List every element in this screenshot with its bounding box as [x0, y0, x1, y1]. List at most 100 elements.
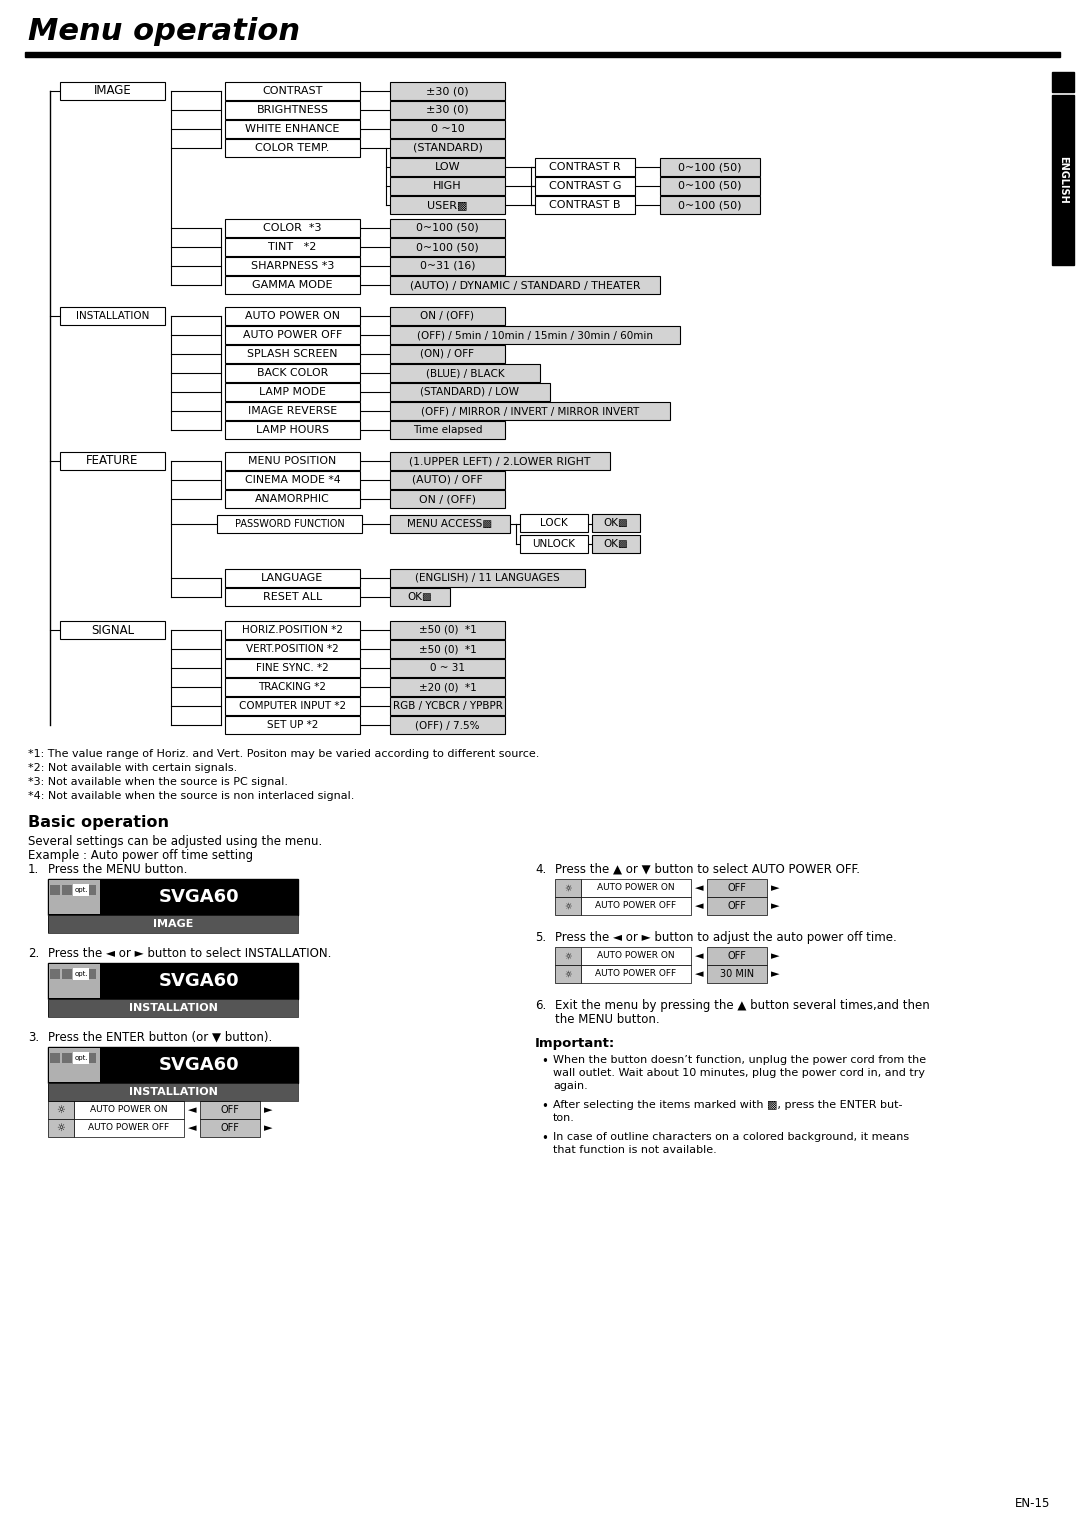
Text: •: • — [541, 1054, 548, 1068]
Text: ☼: ☼ — [564, 883, 571, 892]
Text: ton.: ton. — [553, 1112, 575, 1123]
Bar — [225, 678, 360, 695]
Text: (STANDARD): (STANDARD) — [413, 144, 483, 153]
Text: opt.: opt. — [75, 1054, 87, 1060]
Text: *4: Not available when the source is non interlaced signal.: *4: Not available when the source is non… — [28, 792, 354, 801]
Text: 0~100 (50): 0~100 (50) — [416, 223, 478, 232]
Text: TRACKING *2: TRACKING *2 — [258, 681, 326, 692]
Text: LAMP MODE: LAMP MODE — [259, 387, 326, 397]
Text: SVGA60: SVGA60 — [159, 972, 240, 990]
Text: 6.: 6. — [535, 999, 546, 1012]
Text: CONTRAST B: CONTRAST B — [550, 200, 621, 209]
Bar — [555, 879, 581, 897]
Text: ON / (OFF): ON / (OFF) — [420, 312, 474, 321]
Bar — [660, 177, 760, 196]
Bar — [225, 121, 360, 138]
Bar — [75, 885, 84, 895]
Bar — [555, 966, 581, 983]
Bar — [592, 513, 640, 532]
Text: ◄: ◄ — [694, 950, 703, 961]
Bar — [225, 620, 360, 639]
Text: 0~31 (16): 0~31 (16) — [420, 261, 475, 270]
Bar — [390, 697, 505, 715]
Bar — [225, 277, 360, 293]
Bar — [555, 947, 581, 966]
Bar — [390, 588, 450, 607]
Bar — [225, 422, 360, 439]
Bar — [48, 963, 298, 999]
Bar — [60, 452, 165, 471]
Bar — [519, 535, 588, 553]
Bar — [62, 969, 72, 979]
Text: OFF: OFF — [728, 883, 746, 892]
Text: SHARPNESS *3: SHARPNESS *3 — [251, 261, 334, 270]
Bar — [75, 1053, 84, 1063]
Text: GAMMA MODE: GAMMA MODE — [253, 280, 333, 290]
Bar — [390, 325, 680, 344]
Text: Menu operation: Menu operation — [28, 17, 300, 46]
Bar — [73, 1051, 89, 1063]
Text: AUTO POWER ON: AUTO POWER ON — [597, 883, 675, 892]
Text: TINT   *2: TINT *2 — [268, 241, 316, 252]
Text: Press the ▲ or ▼ button to select AUTO POWER OFF.: Press the ▲ or ▼ button to select AUTO P… — [555, 863, 860, 876]
Text: *3: Not available when the source is PC signal.: *3: Not available when the source is PC … — [28, 778, 288, 787]
Bar — [49, 1048, 100, 1082]
Text: ANAMORPHIC: ANAMORPHIC — [255, 494, 329, 504]
Bar — [390, 196, 505, 214]
Bar — [200, 1118, 260, 1137]
Bar — [535, 157, 635, 176]
Text: Exit the menu by pressing the ▲ button several times,and then: Exit the menu by pressing the ▲ button s… — [555, 999, 930, 1012]
Bar — [390, 157, 505, 176]
Bar — [225, 364, 360, 382]
Text: CONTRAST G: CONTRAST G — [549, 180, 621, 191]
Bar — [390, 490, 505, 507]
Text: (AUTO) / DYNAMIC / STANDARD / THEATER: (AUTO) / DYNAMIC / STANDARD / THEATER — [409, 280, 640, 290]
Text: PASSWORD FUNCTION: PASSWORD FUNCTION — [234, 520, 345, 529]
Text: ±50 (0)  *1: ±50 (0) *1 — [419, 643, 476, 654]
Bar — [660, 196, 760, 214]
Bar — [225, 697, 360, 715]
Bar — [555, 897, 581, 915]
Bar — [390, 83, 505, 99]
Text: ☼: ☼ — [56, 1123, 66, 1132]
Bar — [62, 1053, 72, 1063]
Bar — [592, 535, 640, 553]
Text: (OFF) / 5min / 10min / 15min / 30min / 60min: (OFF) / 5min / 10min / 15min / 30min / 6… — [417, 330, 653, 341]
Bar — [390, 364, 540, 382]
Bar — [390, 422, 505, 439]
Text: Press the ◄ or ► button to select INSTALLATION.: Press the ◄ or ► button to select INSTAL… — [48, 947, 332, 960]
Text: ☼: ☼ — [564, 952, 571, 961]
Bar — [390, 121, 505, 138]
Text: Press the MENU button.: Press the MENU button. — [48, 863, 187, 876]
Bar — [581, 897, 691, 915]
Bar — [225, 717, 360, 733]
Text: Several settings can be adjusted using the menu.: Several settings can be adjusted using t… — [28, 834, 322, 848]
Text: LOW: LOW — [434, 162, 460, 173]
Text: RGB / YCBCR / YPBPR: RGB / YCBCR / YPBPR — [392, 701, 502, 711]
Text: BRIGHTNESS: BRIGHTNESS — [257, 105, 328, 115]
Text: ◄: ◄ — [188, 1123, 197, 1132]
Text: that function is not available.: that function is not available. — [553, 1144, 717, 1155]
Text: opt.: opt. — [75, 886, 87, 892]
Text: SVGA60: SVGA60 — [159, 1056, 240, 1074]
Text: LAMP HOURS: LAMP HOURS — [256, 425, 329, 435]
Text: 1.: 1. — [28, 863, 39, 876]
Text: OFF: OFF — [220, 1105, 240, 1115]
Text: OFF: OFF — [728, 902, 746, 911]
Text: ◄: ◄ — [694, 883, 703, 892]
Text: ☼: ☼ — [564, 969, 571, 978]
Text: 2.: 2. — [28, 947, 39, 960]
Bar — [225, 568, 360, 587]
Text: ENGLISH: ENGLISH — [1058, 156, 1068, 203]
Text: AUTO POWER OFF: AUTO POWER OFF — [89, 1123, 170, 1132]
Text: (AUTO) / OFF: (AUTO) / OFF — [413, 475, 483, 484]
Bar — [390, 101, 505, 119]
Bar — [225, 238, 360, 257]
Bar — [225, 101, 360, 119]
Bar — [25, 52, 1059, 57]
Bar — [225, 345, 360, 364]
Text: When the button doesn’t function, unplug the power cord from the: When the button doesn’t function, unplug… — [553, 1054, 927, 1065]
Bar — [60, 83, 165, 99]
Bar — [390, 659, 505, 677]
Text: ►: ► — [264, 1105, 272, 1115]
